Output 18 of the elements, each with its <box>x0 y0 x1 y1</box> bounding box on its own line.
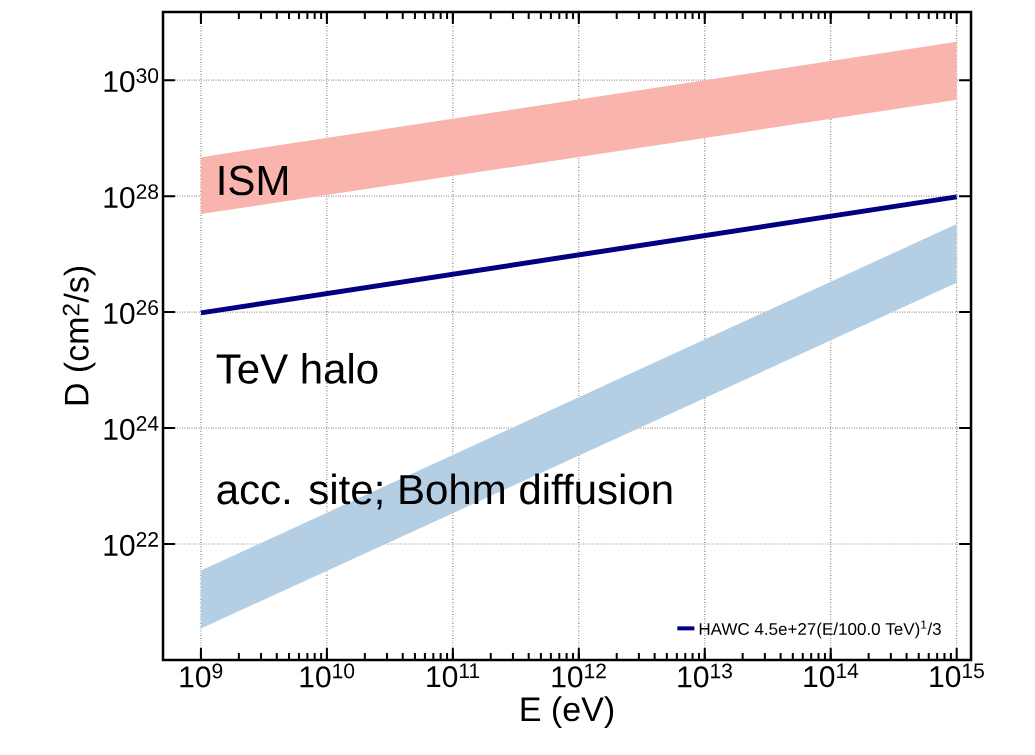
x-axis-title: E (eV) <box>521 696 614 729</box>
y-tick-label: 10$^{30}$ <box>104 68 159 93</box>
annotation: TeV halo <box>216 352 378 384</box>
x-tick-label: 10$^{11}$ <box>427 663 480 688</box>
annotation: acc. site; Bohm diffusion <box>217 473 672 510</box>
x-tick-label: 10$^{9}$ <box>180 663 223 688</box>
y-tick-label: 10$^{26}$ <box>104 300 159 325</box>
y-tick-label: 10$^{22}$ <box>104 532 158 557</box>
x-tick-label: 10$^{12}$ <box>552 663 606 688</box>
y-tick-label: 10$^{28}$ <box>104 184 159 209</box>
y-tick-label: 10$^{24}$ <box>104 416 159 441</box>
x-tick-label: 10$^{13}$ <box>678 663 732 688</box>
x-tick-label: 10$^{10}$ <box>300 663 355 688</box>
legend-label: HAWC 4.5e+27(E/100.0 TeV)$^{1}$/3 <box>699 620 941 639</box>
x-tick-label: 10$^{15}$ <box>930 663 984 688</box>
annotation: ISM <box>219 165 287 196</box>
y-axis-title: D (cm$^{2}$/s) <box>62 267 96 405</box>
x-tick-label: 10$^{14}$ <box>804 663 859 688</box>
